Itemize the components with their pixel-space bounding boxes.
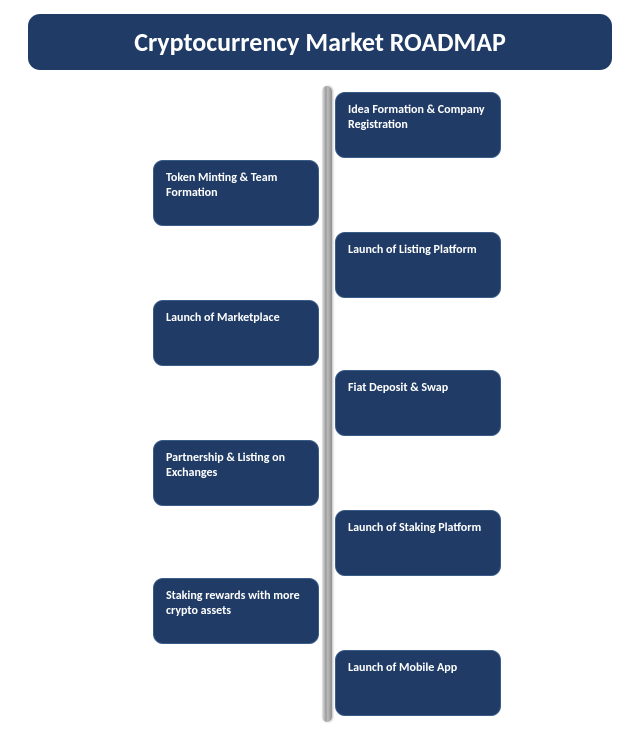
- roadmap-node-7: Staking rewards with more crypto assets: [153, 578, 319, 644]
- roadmap-node-6: Launch of Staking Platform: [335, 510, 501, 576]
- roadmap-node-0: Idea Formation & Company Registration: [335, 92, 501, 158]
- page-title: Cryptocurrency Market ROADMAP: [134, 26, 506, 58]
- timeline-spine: [322, 86, 332, 722]
- roadmap-node-5: Partnership & Listing on Exchanges: [153, 440, 319, 506]
- roadmap-page: Cryptocurrency Market ROADMAP Idea Forma…: [0, 0, 640, 734]
- roadmap-node-label: Launch of Mobile App: [348, 661, 457, 676]
- roadmap-node-2: Launch of Listing Platform: [335, 232, 501, 298]
- roadmap-node-label: Partnership & Listing on Exchanges: [166, 451, 306, 481]
- roadmap-node-label: Launch of Staking Platform: [348, 521, 481, 536]
- roadmap-node-3: Launch of Marketplace: [153, 300, 319, 366]
- roadmap-node-label: Idea Formation & Company Registration: [348, 103, 488, 133]
- roadmap-node-label: Launch of Marketplace: [166, 311, 280, 326]
- roadmap-node-label: Fiat Deposit & Swap: [348, 381, 448, 396]
- title-banner: Cryptocurrency Market ROADMAP: [28, 14, 612, 70]
- roadmap-node-label: Token Minting & Team Formation: [166, 171, 306, 201]
- roadmap-node-label: Launch of Listing Platform: [348, 243, 477, 258]
- roadmap-node-4: Fiat Deposit & Swap: [335, 370, 501, 436]
- roadmap-node-8: Launch of Mobile App: [335, 650, 501, 716]
- roadmap-node-1: Token Minting & Team Formation: [153, 160, 319, 226]
- roadmap-node-label: Staking rewards with more crypto assets: [166, 589, 306, 619]
